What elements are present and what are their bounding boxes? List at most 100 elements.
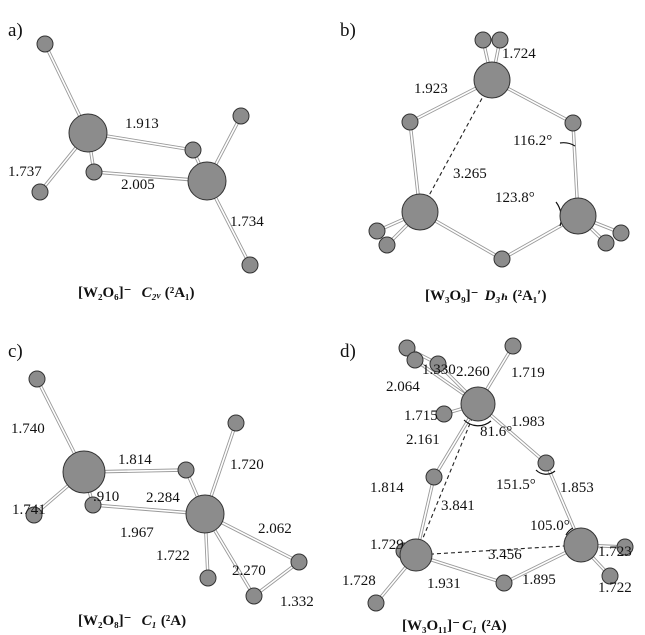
oxygen-atom — [199, 569, 217, 587]
bond-length-label: 1.853 — [560, 480, 594, 496]
caption-formula: [W₂O₈]⁻ — [78, 613, 132, 629]
panel-c: c) 1.740 1.814 1.720 — [8, 341, 314, 629]
bond-length-label: 2.005 — [121, 177, 155, 193]
bond-length-label: 1.719 — [511, 365, 545, 381]
bond-length-label: 1.931 — [427, 576, 461, 592]
oxygen-atom — [491, 31, 509, 49]
oxygen-atom — [184, 141, 202, 159]
distance-label: 3.456 — [488, 547, 522, 563]
oxygen-atom — [425, 468, 443, 486]
oxygen-atom — [290, 553, 308, 571]
oxygen-atom — [378, 236, 396, 254]
tungsten-atom — [399, 538, 433, 572]
bond-length-label: 1.814 — [370, 480, 404, 496]
bond-length-label: 1.330 — [422, 362, 456, 378]
panel-d: d) — [340, 337, 634, 634]
oxygen-atom — [406, 351, 424, 369]
bond-length-label: .910 — [93, 489, 119, 505]
oxygen-atom — [398, 339, 416, 357]
panel-d-caption: [W₃O₁₁]⁻ C₁ (²A) — [402, 618, 507, 634]
panel-d-label: d) — [340, 341, 356, 362]
caption-symmetry: D₃ₕ — [484, 288, 509, 304]
caption-state: (²A₁′) — [512, 288, 546, 304]
caption-symmetry: C₁ — [142, 613, 157, 629]
tungsten-atom — [62, 450, 106, 494]
oxygen-atom — [474, 31, 492, 49]
bond-length-label: 1.740 — [11, 421, 45, 437]
oxygen-atom — [601, 567, 619, 585]
oxygen-atom — [28, 370, 46, 388]
panel-b: b) — [340, 20, 630, 304]
bond-length-label: 1.722 — [156, 548, 190, 564]
distance-label: 3.841 — [441, 498, 475, 514]
caption-symmetry: C₂ᵥ — [142, 285, 161, 301]
bond-length-label: 2.064 — [386, 379, 420, 395]
tungsten-atom — [401, 193, 439, 231]
oxygen-atom — [25, 506, 43, 524]
bond-length-label: 1.332 — [280, 594, 314, 610]
bond-length-label: 1.734 — [230, 214, 264, 230]
caption-formula: [W₃O₁₁]⁻ — [402, 618, 460, 634]
oxygen-atom — [227, 414, 245, 432]
caption-state: (²A) — [161, 613, 186, 629]
oxygen-atom — [429, 355, 447, 373]
panel-a-atoms — [31, 35, 259, 274]
oxygen-atom — [401, 113, 419, 131]
oxygen-atom — [435, 405, 453, 423]
panel-a-bonds — [38, 42, 252, 267]
caption-symmetry: C₁ — [462, 618, 477, 634]
panel-c-caption: [W₂O₈]⁻ C₁ (²A) — [78, 613, 186, 629]
bond-length-label: 1.913 — [125, 116, 159, 132]
bond-length-label: 2.260 — [456, 364, 490, 380]
tungsten-atom — [563, 527, 599, 563]
oxygen-atom — [564, 114, 582, 132]
angle-arc — [535, 469, 556, 475]
tungsten-atom — [68, 113, 108, 153]
oxygen-atom — [177, 461, 195, 479]
panel-b-caption: [W₃O₉]⁻ D₃ₕ (²A₁′) — [425, 288, 547, 304]
oxygen-atom — [597, 234, 615, 252]
oxygen-atom — [31, 183, 49, 201]
oxygen-atom — [36, 35, 54, 53]
panel-a-caption: [W₂O₆]⁻ C₂ᵥ (²A₁) — [78, 285, 195, 301]
angle-label: 105.0° — [530, 518, 570, 534]
oxygen-atom — [241, 256, 259, 274]
bond-length-label: 1.715 — [404, 408, 438, 424]
angle-label: 116.2° — [513, 133, 552, 149]
oxygen-atom — [245, 587, 263, 605]
angle-arc — [565, 527, 574, 536]
bond-length-label: 1.895 — [522, 572, 556, 588]
panel-c-atoms — [25, 370, 308, 605]
angle-arc — [559, 142, 576, 147]
angle-arc — [463, 419, 492, 427]
oxygen-atom — [537, 454, 555, 472]
tungsten-atom — [559, 197, 597, 235]
panel-c-label: c) — [8, 341, 23, 362]
oxygen-atom — [493, 250, 511, 268]
angle-label: 123.8° — [495, 190, 535, 206]
bond-length-label: 1.722 — [598, 580, 632, 596]
bond-length-label: 1.737 — [8, 164, 42, 180]
bond-length-label: 1.741 — [12, 502, 46, 518]
bond-length-label: 1.729 — [370, 537, 404, 553]
tungsten-atom — [460, 386, 496, 422]
caption-formula: [W₃O₉]⁻ — [425, 288, 479, 304]
bond-length-label: 1.723 — [598, 544, 632, 560]
distance-label: 3.265 — [453, 166, 487, 182]
tungsten-atom — [187, 161, 227, 201]
bond-length-label: 2.062 — [258, 521, 292, 537]
bond-length-label: 1.983 — [511, 414, 545, 430]
angle-label: 81.6° — [480, 424, 512, 440]
oxygen-atom — [367, 594, 385, 612]
oxygen-atom — [232, 107, 250, 125]
bond-length-label: 1.728 — [342, 573, 376, 589]
dashed-distance-line — [415, 403, 479, 556]
panel-b-atoms — [368, 31, 630, 268]
panel-b-label: b) — [340, 20, 356, 41]
tungsten-atom — [473, 61, 511, 99]
caption-state: (²A₁) — [165, 285, 195, 301]
oxygen-atom — [85, 163, 103, 181]
oxygen-atom — [368, 222, 386, 240]
bond-length-label: 2.270 — [232, 563, 266, 579]
